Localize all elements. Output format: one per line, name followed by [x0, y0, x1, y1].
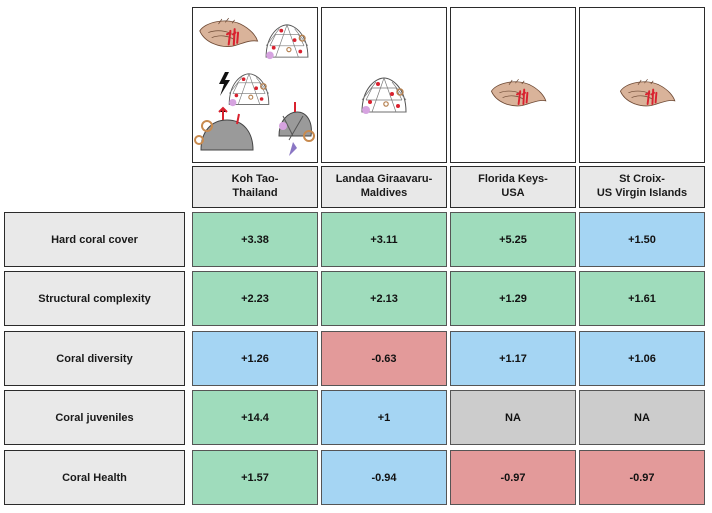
coral-dome-icon: [361, 77, 407, 115]
metric-label: Coral Health: [4, 450, 185, 505]
value-cell: -0.94: [321, 450, 447, 505]
value-cell: -0.97: [579, 450, 705, 505]
coral-dome-icon: [265, 24, 309, 60]
value-cell: -0.63: [321, 331, 447, 386]
fish-icon: [490, 78, 547, 107]
value-cell: +14.4: [192, 390, 318, 445]
value-cell: +1.06: [579, 331, 705, 386]
site-header: Koh Tao- Thailand: [192, 166, 318, 208]
value-cell: -0.97: [450, 450, 576, 505]
value-cell: +2.13: [321, 271, 447, 326]
value-cell: +5.25: [450, 212, 576, 267]
site-header: Landaa Giraavaru- Maldives: [321, 166, 447, 208]
lightning-icon: [219, 72, 230, 96]
metric-label: Coral juveniles: [4, 390, 185, 445]
metric-label: Structural complexity: [4, 271, 185, 326]
site-panel-st-croix: [579, 7, 705, 163]
metric-label: Hard coral cover: [4, 212, 185, 267]
site-header: Florida Keys- USA: [450, 166, 576, 208]
metric-label: Coral diversity: [4, 331, 185, 386]
value-cell: +1.50: [579, 212, 705, 267]
site-header: St Croix- US Virgin Islands: [579, 166, 705, 208]
value-cell: +3.11: [321, 212, 447, 267]
site-panel-koh-tao: [192, 7, 318, 163]
site-panel-florida-keys: [450, 7, 576, 163]
value-cell: +3.38: [192, 212, 318, 267]
diver-icon: [278, 102, 315, 156]
site-panel-landaa-giraavaru: [321, 7, 447, 163]
value-cell: +1: [321, 390, 447, 445]
value-cell: +1.61: [579, 271, 705, 326]
coral-dome-icon: [228, 73, 270, 107]
value-cell: NA: [579, 390, 705, 445]
value-cell: +2.23: [192, 271, 318, 326]
value-cell: +1.57: [192, 450, 318, 505]
rock-icon: [194, 106, 254, 151]
fish-icon: [198, 17, 259, 48]
fish-icon: [619, 78, 676, 107]
value-cell: +1.17: [450, 331, 576, 386]
value-cell: +1.29: [450, 271, 576, 326]
value-cell: NA: [450, 390, 576, 445]
value-cell: +1.26: [192, 331, 318, 386]
